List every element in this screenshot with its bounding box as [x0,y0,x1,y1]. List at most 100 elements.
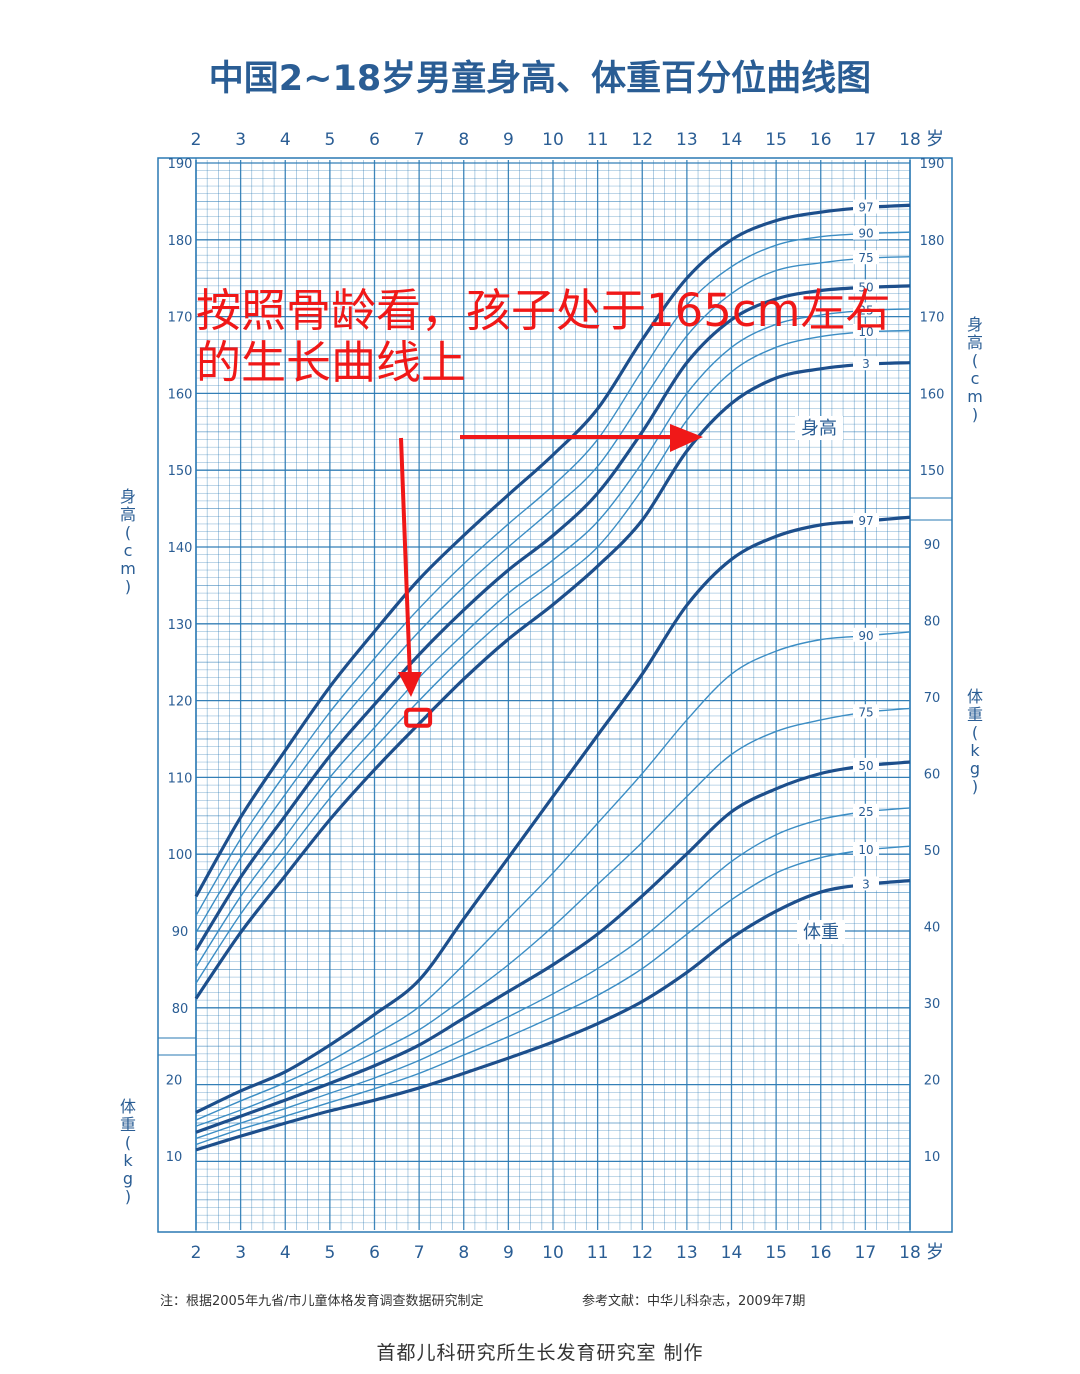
weight-curve-p25 [195,807,911,1140]
height-axis-label-right: ) [972,405,978,424]
height-tick-left: 190 [168,157,193,172]
x-tick-bottom: 5 [324,1243,335,1263]
x-tick-top: 13 [676,130,698,150]
height-tick-right: 190 [920,157,945,172]
x-tick-bottom: 2 [191,1243,202,1263]
weight-tick-right: 30 [924,997,941,1012]
height-label-bg [853,199,879,214]
x-tick-bottom: 6 [369,1243,380,1263]
x-tick-top: 4 [280,130,291,150]
annotation-line-1: 按照骨龄看，孩子处于165cm左右 [196,284,891,337]
weight-series-label: 10 [858,843,873,857]
weight-curve-p3 [195,879,911,1152]
annotation-text: 按照骨龄看，孩子处于165cm左右 的生长曲线上 [196,285,1066,389]
x-unit-top: 岁 [926,129,944,150]
height-label-bg [853,225,879,240]
page-title: 中国2~18岁男童身高、体重百分位曲线图 [208,59,872,99]
height-label-bg [853,356,879,371]
height-tick-left: 120 [168,695,193,710]
height-curve-p50 [194,284,911,952]
height-label-bg [853,250,879,265]
weight-axis-label-left: k [123,1151,133,1170]
x-tick-bottom: 3 [235,1243,246,1263]
footer-credit: 首都儿科研究所生长发育研究室 制作 [376,1342,704,1364]
x-tick-top: 12 [631,130,653,150]
x-tick-top: 3 [235,130,246,150]
weight-tick-right: 50 [924,844,941,859]
weight-label-bg [853,803,879,818]
weight-series-label: 25 [858,805,873,819]
weight-label-bg [853,757,879,772]
weight-axis-label-right: ) [972,777,978,796]
height-axis-label-right: 身 [967,315,983,334]
height-axis-label-right: 高 [967,333,983,352]
x-tick-bottom: 7 [414,1243,425,1263]
height-series-label: 90 [858,227,873,241]
height-label-bg [853,302,879,317]
x-tick-bottom: 15 [765,1243,787,1263]
height-axis-label-left: ( [125,523,131,542]
weight-curve-p75 [195,707,911,1127]
height-curve-p3 [194,361,911,1000]
weight-series-label: 3 [862,877,870,891]
weight-axis-label-left: ( [125,1133,131,1152]
height-tick-left: 170 [168,311,193,326]
x-tick-bottom: 8 [458,1243,469,1263]
x-tick-top: 16 [810,130,832,150]
x-tick-top: 10 [542,130,564,150]
height-axis-label-left: 高 [120,505,136,524]
annotation-marker-box [404,707,433,728]
x-tick-bottom: 4 [280,1243,291,1263]
x-tick-top: 8 [458,130,469,150]
height-curve-p75 [195,255,911,933]
x-tick-top: 6 [369,130,380,150]
height-axis-label-left: c [124,541,133,560]
height-tick-left: 180 [168,234,193,249]
weight-curve-p97 [195,515,911,1114]
weight-label-bg [853,842,879,856]
x-tick-top: 2 [191,130,202,150]
weight-axis-label-left: 体 [120,1097,136,1116]
weight-tick-right: 90 [924,538,941,553]
height-tick-right: 170 [920,311,945,326]
weight-curve-p10 [195,845,911,1146]
weight-tick-left: 20 [166,1074,183,1089]
right-weight-scale [909,519,953,1233]
weight-curve-p50 [195,760,911,1134]
weight-label-bg [853,627,879,642]
height-tick-left: 80 [172,1002,189,1017]
x-tick-top: 11 [587,130,609,150]
weight-tick-right: 40 [924,921,941,936]
x-tick-top: 18 [899,130,921,150]
left-weight-scale [157,1054,197,1233]
height-series-label: 50 [858,280,873,294]
weight-series-label: 50 [858,759,873,773]
x-tick-top: 17 [855,130,877,150]
height-tick-left: 90 [172,925,189,940]
height-tick-left: 150 [168,464,193,479]
height-axis-label-right: c [971,369,980,388]
x-tick-bottom: 11 [587,1243,609,1263]
x-tick-bottom: 9 [503,1243,514,1263]
weight-axis-label-left: ) [125,1187,131,1206]
weight-axis-label-right: k [970,741,980,760]
height-series-label: 75 [858,251,873,265]
weight-tick-right: 70 [924,691,941,706]
height-section-label-bg [795,416,843,440]
height-curve-p90 [195,231,911,916]
height-axis-label-right: m [967,387,983,406]
x-tick-bottom: 18 [899,1243,921,1263]
weight-section-label: 体重 [803,922,839,943]
height-series-label: 25 [858,303,873,317]
height-curve-p25 [195,308,911,968]
arrow-right-head [670,424,703,452]
height-tick-right: 180 [920,234,945,249]
weight-axis-label-right: ( [972,723,978,742]
height-tick-right: 160 [920,387,945,402]
height-curve-p10 [195,329,911,984]
height-axis-label-left: m [120,559,136,578]
weight-series-label: 90 [858,629,873,643]
weight-axis-label-left: g [123,1169,133,1188]
weight-label-bg [853,876,879,891]
x-tick-bottom: 13 [676,1243,698,1263]
